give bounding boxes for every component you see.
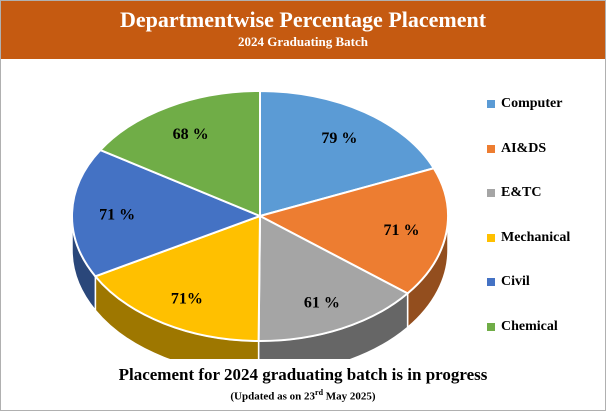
pie-labels: 79 % 71 % 61 % 71% 71 % 68 % — [99, 126, 419, 312]
legend-swatch — [487, 144, 495, 153]
pie-chart: 79 % 71 % 61 % 71% 71 % 68 % — [71, 89, 449, 359]
title-banner: Departmentwise Percentage Placement 2024… — [1, 1, 605, 59]
legend-item-ai-ds: AI&DS — [487, 138, 603, 160]
data-label-e-tc: 61 % — [304, 295, 340, 312]
legend: Computer AI&DS E&TC Mechanical Civil Chemical — [487, 93, 603, 360]
legend-swatch — [487, 233, 495, 242]
legend-swatch — [487, 100, 495, 108]
pie-slice-e-tc — [257, 214, 410, 342]
update-prefix: (Updated as on 23 — [230, 390, 316, 403]
legend-item-mechanical: Mechanical — [487, 227, 603, 249]
legend-swatch — [487, 278, 495, 286]
data-label-computer: 79 % — [321, 130, 357, 147]
update-sup: rd — [315, 388, 324, 397]
pie-slice-civil — [71, 148, 263, 278]
legend-swatch — [487, 189, 495, 197]
legend-item-e-tc: E&TC — [487, 182, 603, 204]
pie-slice-chemical — [98, 89, 261, 218]
data-label-mechanical: 71% — [171, 291, 203, 308]
legend-label: Civil — [501, 274, 530, 289]
chart-subtitle: 2024 Graduating Batch — [237, 34, 368, 49]
pie-slice-ai-ds — [257, 167, 449, 295]
legend-item-computer: Computer — [487, 93, 603, 115]
pie-slice-computer — [259, 89, 436, 218]
legend-label: Computer — [501, 96, 563, 111]
progress-note: Placement for 2024 graduating batch is i… — [118, 365, 488, 384]
chart-title: Departmentwise Percentage Placement — [119, 7, 487, 32]
update-suffix: May 2025) — [323, 390, 376, 403]
data-label-chemical: 68 % — [173, 126, 209, 143]
update-note: (Updated as on 23rd May 2025) — [1, 385, 605, 405]
legend-label: Chemical — [501, 318, 558, 334]
legend-label: Mechanical — [501, 229, 571, 245]
data-label-civil: 71 % — [99, 207, 135, 224]
legend-item-chemical: Chemical — [487, 316, 603, 338]
pie-slice-mechanical — [93, 214, 262, 343]
legend-swatch — [487, 322, 495, 331]
legend-item-civil: Civil — [487, 271, 603, 293]
legend-label: AI&DS — [501, 140, 547, 156]
data-label-ai-ds: 71 % — [384, 222, 420, 239]
pie-slices — [71, 89, 449, 343]
legend-label: E&TC — [501, 185, 542, 200]
footer: Placement for 2024 graduating batch is i… — [1, 365, 605, 405]
